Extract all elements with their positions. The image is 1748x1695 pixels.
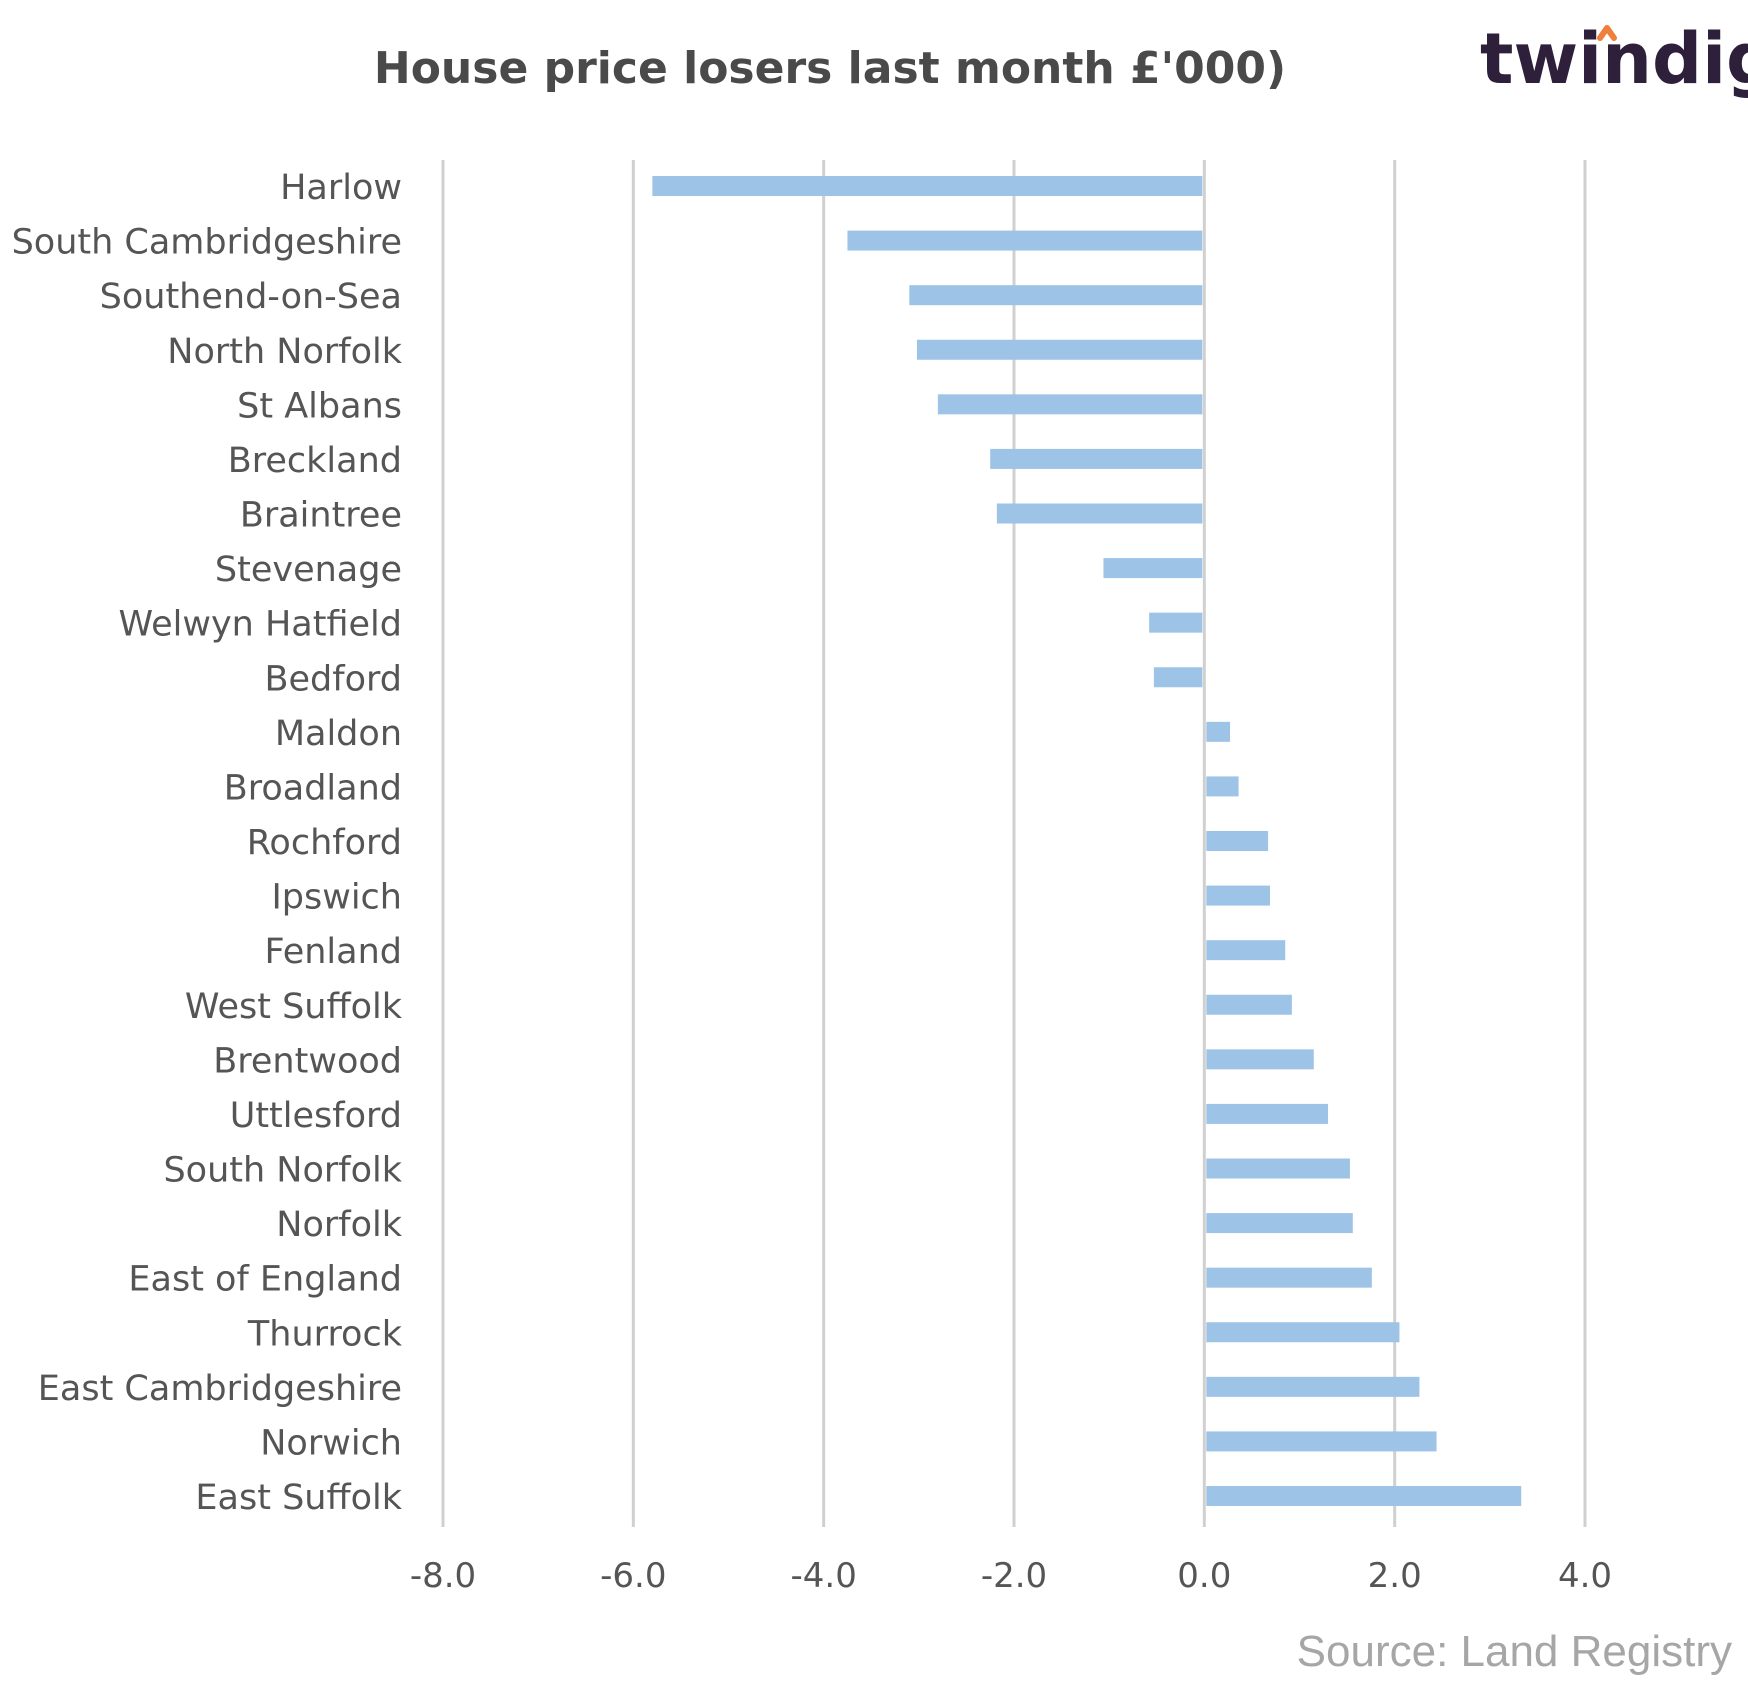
bar bbox=[916, 339, 1203, 360]
category-label: West Suffolk bbox=[185, 987, 403, 1027]
bar bbox=[909, 285, 1203, 306]
x-tick-label: 2.0 bbox=[1368, 1556, 1422, 1596]
brand-name: twindig bbox=[1480, 18, 1748, 100]
category-label: Brentwood bbox=[213, 1041, 402, 1081]
bar bbox=[1206, 1322, 1400, 1343]
bar bbox=[996, 503, 1203, 524]
category-label: Stevenage bbox=[215, 550, 402, 590]
bar bbox=[1206, 1486, 1522, 1506]
bar bbox=[1206, 831, 1269, 851]
bar bbox=[1206, 776, 1239, 797]
bar bbox=[1206, 1103, 1329, 1124]
bar bbox=[1206, 994, 1292, 1015]
logo-roof-icon bbox=[1597, 25, 1617, 41]
category-label: St Albans bbox=[237, 386, 402, 426]
category-label: Norfolk bbox=[276, 1205, 402, 1245]
x-tick-label: -6.0 bbox=[600, 1556, 666, 1596]
category-label: Welwyn Hatfield bbox=[119, 605, 402, 645]
gridlines bbox=[441, 160, 1587, 1527]
bars bbox=[652, 176, 1522, 1506]
bar bbox=[1149, 612, 1203, 633]
category-label: Fenland bbox=[264, 932, 402, 972]
bar bbox=[990, 448, 1203, 469]
bar bbox=[1206, 885, 1270, 906]
category-label: Thurrock bbox=[247, 1314, 403, 1354]
chart-title: House price losers last month £'000) bbox=[374, 43, 1286, 94]
category-label: South Cambridgeshire bbox=[12, 223, 402, 263]
category-labels: Harlow South Cambridgeshire Southend-on-Se… bbox=[12, 168, 403, 1518]
category-label: Norwich bbox=[260, 1423, 402, 1463]
category-label: Rochford bbox=[247, 823, 402, 863]
category-label: East Suffolk bbox=[195, 1478, 402, 1518]
source-note: Source: Land Registry bbox=[1297, 1627, 1732, 1676]
x-axis-tick-labels: -8.0 -6.0 -4.0 -2.0 0.0 2.0 4.0 bbox=[410, 1556, 1612, 1596]
bar bbox=[1206, 940, 1286, 961]
bar bbox=[1206, 1431, 1437, 1452]
bar bbox=[847, 230, 1203, 251]
bar bbox=[1103, 558, 1203, 579]
category-label: Southend-on-Sea bbox=[100, 277, 402, 317]
bar bbox=[1206, 1049, 1314, 1070]
category-label: South Norfolk bbox=[163, 1151, 402, 1191]
bar bbox=[1206, 721, 1231, 742]
category-label: Breckland bbox=[228, 441, 402, 481]
bar bbox=[1206, 1213, 1353, 1234]
x-tick-label: -8.0 bbox=[410, 1556, 476, 1596]
x-tick-label: -2.0 bbox=[981, 1556, 1047, 1596]
bar bbox=[652, 176, 1203, 196]
category-label: Broadland bbox=[224, 768, 402, 808]
bar bbox=[1206, 1376, 1420, 1397]
category-label: East Cambridgeshire bbox=[38, 1369, 402, 1409]
bar bbox=[1153, 667, 1203, 688]
bar bbox=[1206, 1267, 1372, 1288]
category-label: Maldon bbox=[275, 714, 402, 754]
bar bbox=[1206, 1158, 1350, 1179]
x-tick-label: 4.0 bbox=[1558, 1556, 1612, 1596]
category-label: Uttlesford bbox=[230, 1096, 402, 1136]
category-label: Harlow bbox=[280, 168, 402, 208]
x-tick-label: 0.0 bbox=[1177, 1556, 1231, 1596]
brand-logo: twindig bbox=[1480, 18, 1748, 100]
category-label: Ipswich bbox=[271, 878, 402, 918]
category-label: Braintree bbox=[240, 496, 402, 536]
x-tick-label: -4.0 bbox=[790, 1556, 856, 1596]
category-label: Bedford bbox=[265, 659, 403, 699]
category-label: East of England bbox=[128, 1260, 402, 1300]
category-label: North Norfolk bbox=[167, 332, 402, 372]
bar bbox=[937, 394, 1203, 415]
